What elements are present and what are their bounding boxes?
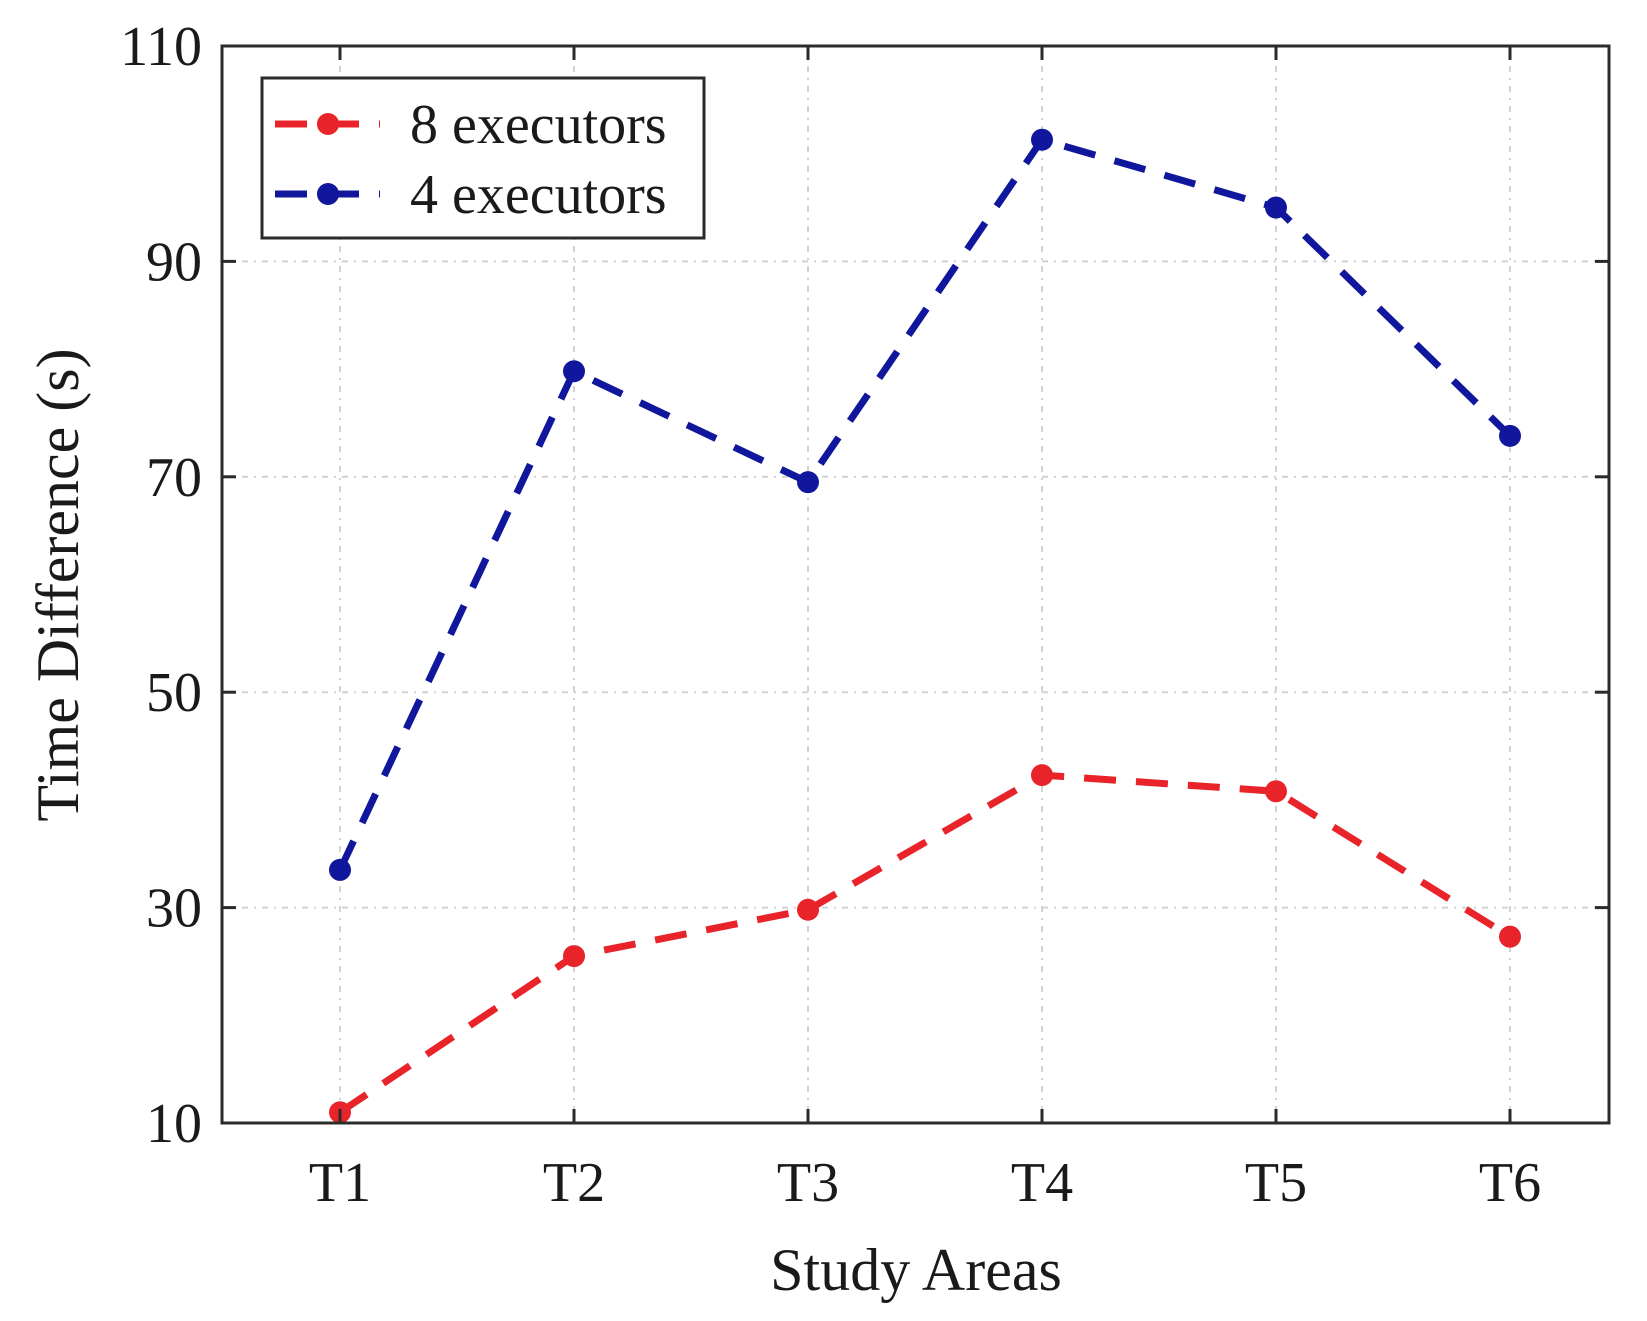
x-axis-title: Study Areas xyxy=(770,1237,1062,1303)
legend-item-4-executors: 4 executors xyxy=(275,164,667,226)
data-point-4-executors-t5 xyxy=(1265,196,1287,219)
series-layer xyxy=(329,128,1521,1124)
legend-item-8-executors: 8 executors xyxy=(275,94,667,156)
data-point-8-executors-t3 xyxy=(797,898,819,921)
y-tick-label: 50 xyxy=(146,662,202,724)
series-8-executors xyxy=(329,764,1521,1124)
x-tick-label: T4 xyxy=(1011,1152,1073,1214)
legend-box xyxy=(260,76,706,240)
y-tick-label: 30 xyxy=(146,878,202,940)
data-point-4-executors-t3 xyxy=(797,471,819,494)
plot-area-frame xyxy=(220,44,1611,1125)
x-tick-label: T6 xyxy=(1479,1152,1541,1214)
data-point-8-executors-t5 xyxy=(1265,780,1287,803)
axis-ticks xyxy=(222,44,1609,1125)
legend-label: 8 executors xyxy=(410,94,667,156)
legend: 8 executors 4 executors xyxy=(260,76,706,240)
y-axis-title: Time Difference (s) xyxy=(25,348,91,821)
x-tick-label: T2 xyxy=(543,1152,605,1214)
data-point-8-executors-t6 xyxy=(1499,925,1521,948)
x-tick-label: T1 xyxy=(309,1152,371,1214)
legend-marker-swatch xyxy=(317,183,339,205)
data-point-4-executors-t6 xyxy=(1499,424,1521,447)
y-tick-label: 70 xyxy=(146,447,202,509)
x-tick-label: T3 xyxy=(777,1152,839,1214)
y-axis-tick-labels: 10 30 50 70 90 110 xyxy=(120,16,202,1155)
series-line-4-executors xyxy=(336,136,1513,872)
data-point-4-executors-t1 xyxy=(329,858,351,881)
data-point-4-executors-t2 xyxy=(563,360,585,383)
data-point-4-executors-t4 xyxy=(1031,128,1053,151)
grid-lines xyxy=(222,46,1609,1123)
data-point-8-executors-t2 xyxy=(563,945,585,968)
series-line-8-executors xyxy=(338,771,1512,1116)
y-tick-label: 110 xyxy=(120,16,202,78)
legend-label: 4 executors xyxy=(410,164,667,226)
x-tick-label: T5 xyxy=(1245,1152,1307,1214)
x-axis-tick-labels: T1 T2 T3 T4 T5 T6 xyxy=(309,1152,1541,1214)
data-point-8-executors-t4 xyxy=(1031,764,1053,787)
legend-marker-swatch xyxy=(317,113,339,135)
y-tick-label: 10 xyxy=(146,1093,202,1155)
y-tick-label: 90 xyxy=(146,231,202,293)
series-4-executors xyxy=(329,128,1521,881)
